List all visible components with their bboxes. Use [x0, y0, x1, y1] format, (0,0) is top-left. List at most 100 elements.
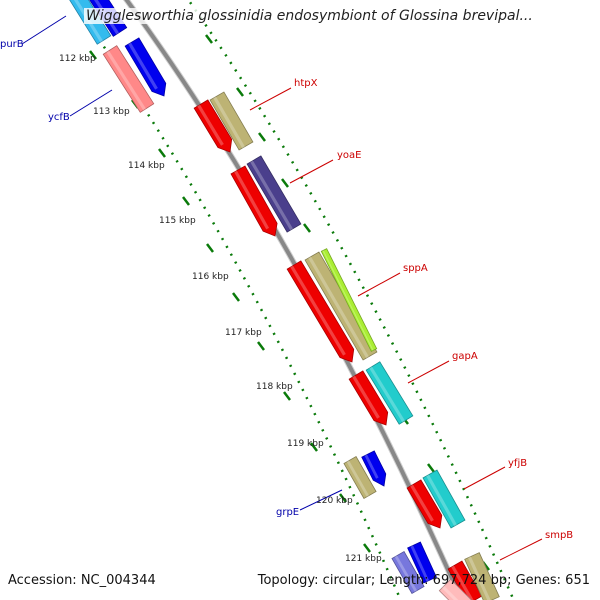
- gene-block-htpX-adj: [209, 91, 254, 151]
- gene-block-gapA-body: [348, 370, 389, 426]
- topology-text: Topology: circular; Length: 697,724 bp; …: [257, 573, 590, 588]
- major-tick: [206, 243, 214, 253]
- gene-block-121-a: [391, 550, 425, 595]
- gene-block-sppA-lime-highlight: [322, 250, 374, 351]
- gene-block-htpX-adj-highlight: [213, 96, 245, 149]
- gene-block-grpE-b-body: [361, 450, 387, 487]
- gene-block-sppA-tan: [304, 251, 378, 361]
- gene-block-htpX: [193, 99, 233, 153]
- gene-block-yoaE-adj-highlight: [250, 160, 293, 231]
- gene-block-sppA-tan-highlight: [308, 256, 369, 359]
- gene-block-yoaE-highlight: [234, 170, 270, 230]
- tick-label: 112 kbp: [59, 54, 96, 64]
- tick-label: 117 kbp: [225, 328, 262, 338]
- major-tick: [89, 50, 97, 60]
- major-tick: [258, 132, 266, 142]
- gene-block-smpB-adj-body: [464, 552, 500, 600]
- gene-label-ycfB: ycfB: [48, 112, 70, 123]
- leader-line: [357, 272, 401, 297]
- gene-block-htpX-adj-body: [209, 91, 254, 151]
- tick-label: 113 kbp: [93, 107, 130, 117]
- gene-block-yfjB-highlight: [410, 484, 434, 522]
- gene-block-grpE-a-body: [343, 455, 377, 500]
- leader-line: [249, 87, 292, 111]
- tick-label: 114 kbp: [128, 161, 165, 171]
- gene-block-htpX-body: [193, 99, 233, 153]
- gene-block-sppA: [286, 260, 355, 363]
- gene-block-smpB-adj-highlight: [467, 556, 491, 600]
- label-leaders: [21, 15, 543, 561]
- gene-block-smpB-faded-highlight: [441, 585, 459, 600]
- gene-label-grpE: grpE: [276, 507, 299, 518]
- tick-label: 118 kbp: [256, 382, 293, 392]
- gene-block-htpX-highlight: [197, 104, 224, 146]
- gene-block-gapA-adj-body: [365, 361, 414, 425]
- gene-block-yfjB: [406, 479, 443, 529]
- gene-block-sppA-highlight: [290, 265, 346, 356]
- gene-block-ycfB-adj-body: [124, 37, 167, 97]
- gene-block-gapA-highlight: [352, 375, 380, 419]
- major-tick: [281, 178, 289, 188]
- gene-block-sppA-body: [286, 260, 355, 363]
- gene-block-grpE-a: [343, 455, 377, 500]
- major-tick: [283, 391, 291, 401]
- gene-block-ycfB: [102, 45, 155, 113]
- gene-block-yfjB-adj: [422, 469, 466, 529]
- gene-block-yoaE-adj-body: [246, 155, 302, 233]
- gene-block-gapA: [348, 370, 389, 426]
- leader-line: [499, 538, 543, 561]
- gene-labels: purB ycfB grpE htpX yoaE sppA gapA yfjB smpB: [0, 39, 573, 541]
- gene-block-ycfB-adj-highlight: [128, 42, 158, 90]
- major-tick: [427, 463, 435, 473]
- gene-block-121-a-body: [391, 550, 425, 595]
- gene-block-sppA-lime-body: [320, 248, 378, 352]
- gene-label-htpX: htpX: [294, 78, 318, 89]
- gene-block-smpB-faded-body: [438, 578, 472, 600]
- major-tick: [363, 543, 371, 553]
- major-tick: [257, 341, 265, 351]
- gene-block-ycfB-body: [102, 45, 155, 113]
- gene-features: [69, 0, 500, 600]
- gene-label-sppA: sppA: [403, 263, 428, 274]
- gene-block-smpB-adj: [464, 552, 500, 600]
- gene-block-yfjB-body: [406, 479, 443, 529]
- major-tick: [236, 87, 244, 97]
- gene-block-yoaE-adj: [246, 155, 302, 233]
- gene-block-ycfB-adj: [124, 37, 167, 97]
- gene-block-yfjB-adj-highlight: [426, 474, 457, 527]
- gene-block-yoaE: [230, 165, 278, 237]
- accession-text: Accession: NC_004344: [8, 573, 156, 588]
- map-title: Wigglesworthia glossinidia endosymbiont …: [84, 8, 535, 24]
- gene-block-smpB-highlight: [451, 565, 474, 600]
- gene-block-121-b-body: [407, 541, 437, 584]
- major-tick: [182, 196, 190, 206]
- major-tick: [303, 223, 311, 233]
- gene-block-smpB-faded: [438, 578, 472, 600]
- gene-block-ycfB-highlight: [106, 50, 146, 111]
- tick-label: 119 kbp: [287, 439, 324, 449]
- tick-label: 121 kbp: [345, 554, 382, 564]
- gene-label-gapA: gapA: [452, 351, 478, 362]
- gene-label-yfjB: yfjB: [508, 458, 527, 469]
- gene-block-gapA-adj: [365, 361, 414, 425]
- leader-line: [289, 159, 334, 184]
- leader-line: [463, 466, 506, 490]
- major-tick: [205, 34, 213, 44]
- gene-block-grpE-b: [361, 450, 387, 487]
- major-tick: [232, 292, 240, 302]
- leader-line: [299, 489, 343, 511]
- tick-label: 120 kbp: [316, 496, 353, 506]
- tick-label: 116 kbp: [192, 272, 229, 282]
- tick-label: 115 kbp: [159, 216, 196, 226]
- major-tick: [339, 493, 347, 503]
- tick-labels: 112 kbp 113 kbp 114 kbp 115 kbp 116 kbp 117 k…: [59, 54, 382, 564]
- gene-block-121-b-highlight: [410, 545, 430, 582]
- gene-label-smpB: smpB: [545, 530, 573, 541]
- leader-line: [21, 15, 67, 45]
- leader-line: [69, 89, 113, 117]
- major-tick: [310, 442, 318, 452]
- gene-block-grpE-a-highlight: [346, 460, 370, 497]
- gene-label-yoaE: yoaE: [337, 150, 361, 161]
- gene-block-grpE-b-highlight: [364, 454, 379, 479]
